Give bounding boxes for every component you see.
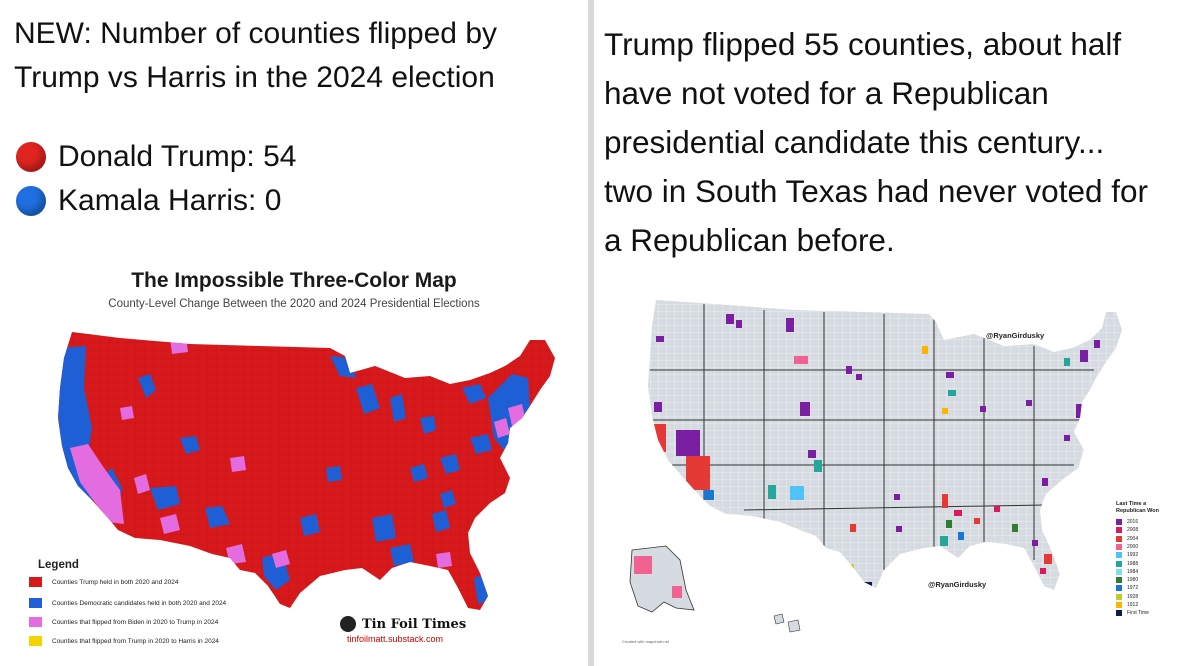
right-legend-item: 2016: [1116, 519, 1138, 525]
right-legend-label: 1984: [1127, 568, 1139, 575]
right-headline-line2: have not voted for a Republican: [604, 75, 1049, 111]
right-legend-item: 2000: [1116, 543, 1139, 550]
right-legend-swatch: [1116, 577, 1122, 584]
right-legend-title-line2: Republican Won: [1116, 508, 1159, 514]
right-legend-swatch: [1116, 535, 1122, 542]
right-legend-swatch: [1116, 519, 1122, 525]
red-circle-icon: [16, 142, 46, 172]
right-legend-swatch: [1116, 527, 1122, 534]
right-legend-label: 2008: [1127, 527, 1139, 534]
right-legend-swatch: [1116, 552, 1122, 559]
right-legend-label: 1992: [1127, 552, 1139, 559]
legend-item-flip-trump: Counties that flipped from Biden in 2020…: [29, 617, 218, 627]
legend-label: Counties that flipped from Trump in 2020…: [52, 637, 219, 645]
right-legend-label: 2004: [1127, 535, 1139, 542]
right-legend-swatch: [1116, 602, 1122, 608]
blue-circle-icon: [16, 186, 46, 216]
harris-tally-label: Kamala Harris: 0: [58, 184, 282, 217]
legend-item-trump-held: Counties Trump held in both 2020 and 202…: [29, 577, 178, 587]
right-legend-item: 2004: [1116, 535, 1139, 542]
right-legend-label: 1980: [1127, 577, 1139, 584]
trump-tally-label: Donald Trump: 54: [58, 140, 297, 173]
right-headline-line5: a Republican before.: [604, 222, 895, 258]
right-headline-line4: two in South Texas had never voted for: [604, 173, 1149, 209]
legend-swatch-pink: [29, 617, 42, 627]
right-legend-title-line1: Last Time a: [1116, 501, 1147, 507]
legend-swatch-blue: [29, 598, 42, 608]
brand-name: Tin Foil Times: [362, 616, 467, 632]
right-legend-label: First Time: [1127, 610, 1149, 617]
legend-swatch-yellow: [29, 636, 42, 646]
legend-label: Counties Democratic candidates held in b…: [52, 599, 227, 607]
right-legend-label: 2016: [1127, 519, 1139, 525]
right-legend-label: 2000: [1127, 543, 1139, 550]
right-legend-item: 1984: [1116, 568, 1139, 575]
legend-swatch-red: [29, 577, 42, 587]
right-legend-label: 1912: [1127, 602, 1139, 608]
harris-tally: Kamala Harris: 0: [16, 184, 281, 218]
right-headline-line3: presidential candidate this century...: [604, 124, 1105, 160]
brand-url: tinfoilmatt.substack.com: [347, 634, 444, 644]
legend-item-flip-harris: Counties that flipped from Trump in 2020…: [29, 636, 219, 646]
right-legend-swatch: [1116, 568, 1122, 575]
left-headline-line1: NEW: Number of counties flipped by: [14, 17, 498, 50]
right-legend-swatch: [1116, 560, 1122, 567]
right-headline: Trump flipped 55 counties, about half ha…: [604, 20, 1194, 265]
three-color-us-map: [58, 332, 555, 610]
right-legend-item: 1992: [1116, 552, 1139, 559]
right-headline-line1: Trump flipped 55 counties, about half: [604, 26, 1122, 62]
trump-tally: Donald Trump: 54: [16, 140, 296, 174]
map-title: The Impossible Three-Color Map: [131, 269, 457, 292]
legend-item-dem-held: Counties Democratic candidates held in b…: [29, 598, 226, 608]
legend-label: Counties that flipped from Biden in 2020…: [52, 618, 219, 626]
legend-label: Counties Trump held in both 2020 and 202…: [52, 578, 179, 586]
right-legend-label: 1972: [1127, 585, 1139, 592]
right-panel: Trump flipped 55 counties, about half ha…: [594, 0, 1200, 666]
right-legend-item: First Time: [1116, 610, 1149, 617]
right-legend-label: 1928: [1127, 593, 1139, 600]
right-legend-swatch: [1116, 610, 1122, 617]
right-legend-label: 1988: [1127, 560, 1139, 567]
left-headline-line2: Trump vs Harris in the 2024 election: [14, 61, 495, 94]
tin-foil-logo-icon: [340, 616, 356, 632]
right-legend-title: Last Time a Republican Won: [1116, 501, 1159, 515]
map-credit: Created with mapchart.net: [622, 639, 669, 644]
left-headline: NEW: Number of counties flipped by Trump…: [14, 12, 574, 100]
right-legend-item: 1972: [1116, 585, 1139, 592]
panel-divider: [588, 0, 594, 666]
right-legend-swatch: [1116, 585, 1122, 592]
right-legend-swatch: [1116, 593, 1122, 600]
handle-bottom: @RyanGirdusky: [928, 580, 987, 589]
right-legend-item: 1928: [1116, 593, 1139, 600]
handle-top: @RyanGirdusky: [986, 331, 1045, 340]
right-legend-item: 1912: [1116, 602, 1138, 608]
right-legend-item: 1988: [1116, 560, 1139, 567]
map-subtitle: County-Level Change Between the 2020 and…: [108, 298, 480, 310]
tin-foil-times-brand: Tin Foil Times: [340, 616, 466, 632]
last-republican-win-map: [629, 300, 1122, 633]
legend-title: Legend: [38, 559, 79, 571]
right-legend-item: 2008: [1116, 527, 1139, 534]
right-legend-item: 1980: [1116, 577, 1139, 584]
left-panel: NEW: Number of counties flipped by Trump…: [0, 0, 588, 666]
right-legend-swatch: [1116, 543, 1122, 550]
